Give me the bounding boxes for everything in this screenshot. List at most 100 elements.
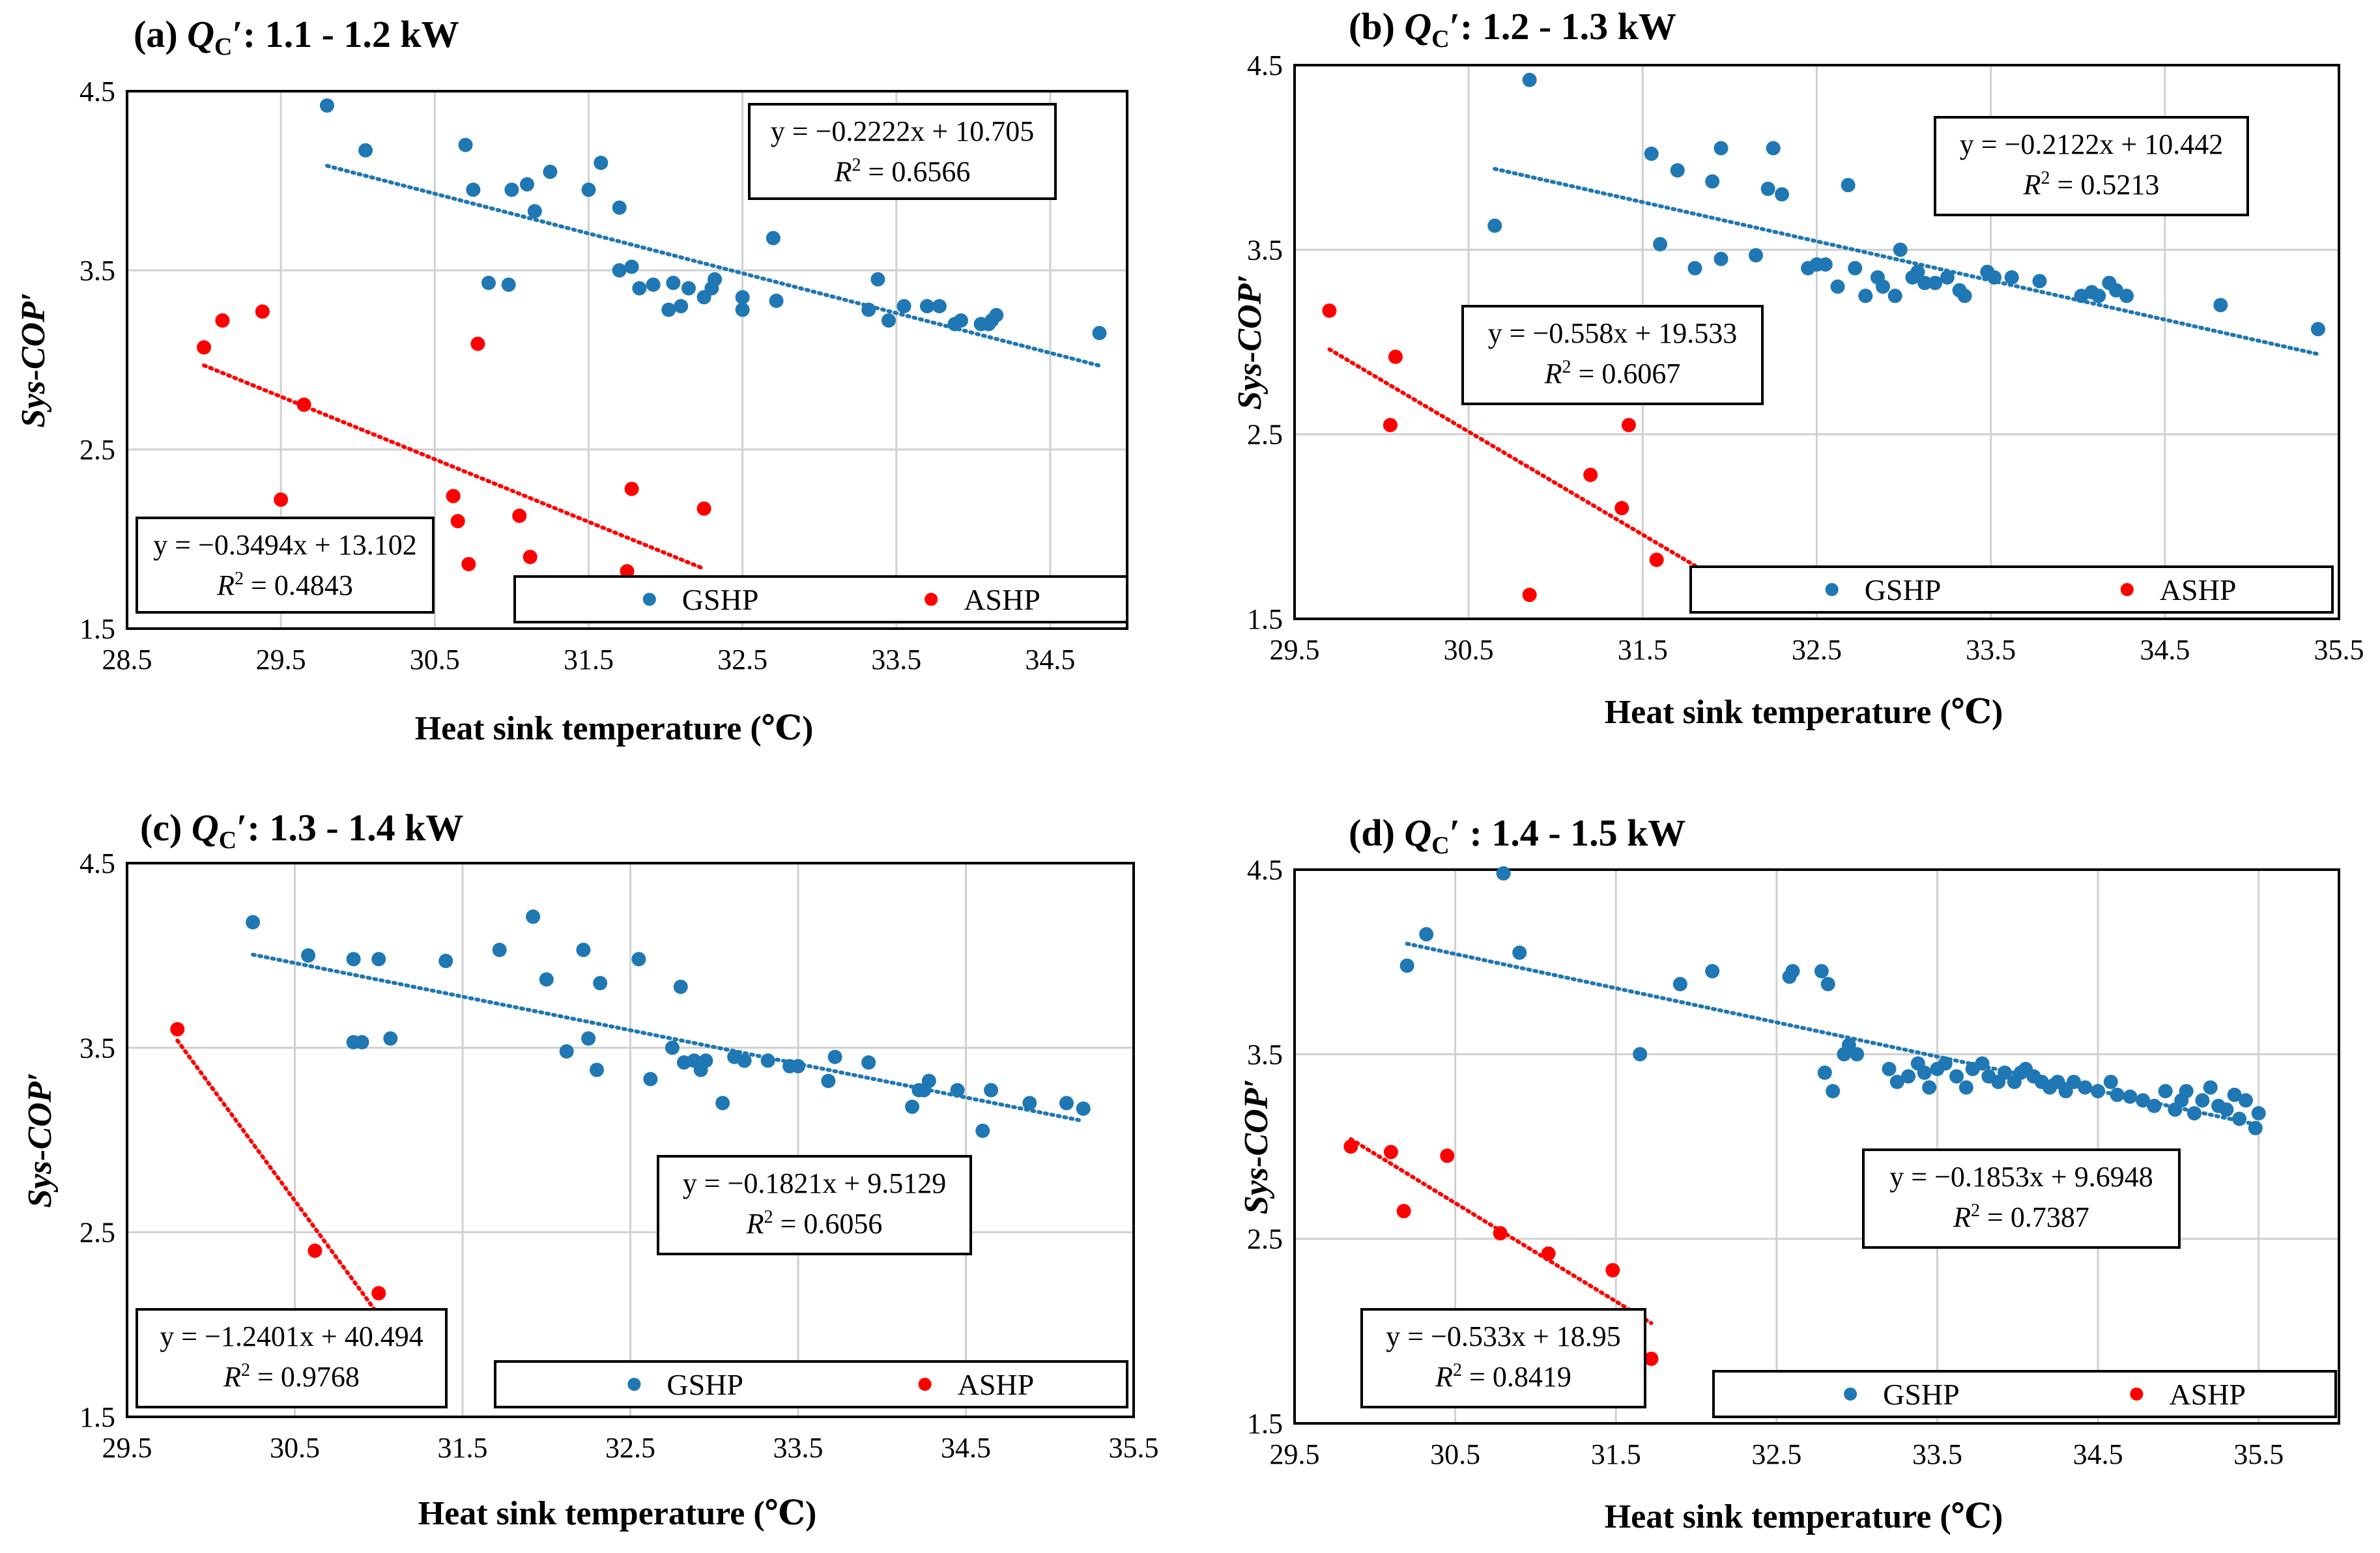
gshp-legend-marker	[627, 1378, 641, 1391]
ashp-data-point	[1493, 1226, 1508, 1241]
legend-box	[1689, 565, 2334, 614]
ashp-data-point	[1614, 501, 1629, 515]
gshp-data-point	[246, 915, 261, 930]
x-axis-title: Heat sink temperature (℃)	[1605, 694, 2003, 731]
x-tick-label: 33.5	[871, 644, 921, 676]
gshp-data-point	[2187, 1106, 2202, 1120]
regression-equation: y = −0.2222x + 10.705	[771, 115, 1034, 147]
gshp-data-point	[1670, 163, 1685, 178]
x-tick-label: 34.5	[1025, 644, 1075, 676]
gshp-data-point	[1850, 1047, 1865, 1062]
equation-box	[657, 1155, 972, 1255]
gshp-data-point	[1917, 1065, 1932, 1080]
gshp-data-point	[504, 182, 519, 197]
gshp-data-point	[1817, 1065, 1832, 1080]
x-tick-label: 29.5	[256, 644, 306, 676]
y-tick-label: 1.5	[1247, 603, 1283, 635]
ashp-data-point	[1396, 1204, 1411, 1219]
x-tick-label: 34.5	[2073, 1438, 2123, 1470]
y-axis-title: Sys-COP′	[22, 1072, 59, 1208]
ashp-data-point	[1644, 1351, 1659, 1366]
gshp-data-point	[520, 177, 534, 192]
plot-frame	[1293, 868, 2340, 1425]
ashp-legend-label: ASHP	[2160, 573, 2237, 606]
gshp-data-point	[2091, 1084, 2106, 1098]
gshp-data-point	[661, 302, 676, 317]
ashp-data-point	[215, 313, 230, 328]
gshp-data-point	[989, 307, 1004, 322]
gshp-data-point	[2032, 274, 2047, 289]
ashp-legend-marker	[925, 593, 938, 606]
gshp-data-point	[2147, 1098, 2162, 1113]
x-tick-label: 31.5	[564, 644, 614, 676]
gshp-data-point	[2078, 1080, 2093, 1095]
gshp-data-point	[1938, 1056, 1953, 1071]
gshp-data-point	[1949, 1069, 1964, 1084]
gshp-data-point	[681, 281, 696, 296]
gshp-data-point	[358, 143, 373, 158]
gshp-data-point	[737, 1053, 752, 1068]
gshp-data-point	[2227, 1087, 2242, 1102]
ashp-data-point	[296, 397, 311, 412]
gshp-data-point	[1928, 276, 1943, 291]
ashp-data-point	[1583, 468, 1598, 482]
ashp-data-point	[624, 481, 639, 496]
equation-box	[1862, 1148, 2181, 1249]
gshp-data-point	[2067, 1074, 2082, 1089]
gshp-data-point	[612, 263, 627, 278]
gshp-data-point	[2238, 1093, 2253, 1108]
gshp-data-point	[354, 1034, 369, 1049]
gshp-data-point	[1901, 1069, 1916, 1084]
r-squared-label: R2 = 0.6067	[1544, 357, 1681, 390]
ashp-data-point	[1322, 303, 1337, 318]
equation-box	[136, 517, 435, 614]
gshp-data-point	[576, 943, 591, 958]
ashp-legend-marker	[918, 1378, 932, 1391]
gshp-data-point	[766, 231, 781, 246]
gshp-data-point	[674, 299, 689, 313]
ashp-data-point	[1383, 1145, 1398, 1160]
gshp-data-point	[920, 299, 934, 313]
gshp-data-point	[1820, 976, 1835, 991]
gshp-data-point	[2058, 1084, 2073, 1098]
gshp-data-point	[590, 1062, 604, 1077]
ashp-data-point	[1621, 418, 1636, 433]
ashp-data-point	[1649, 552, 1664, 567]
gshp-legend-label: GSHP	[667, 1368, 743, 1401]
gshp-data-point	[1705, 963, 1720, 978]
y-tick-label: 3.5	[1247, 234, 1283, 266]
y-tick-label: 3.5	[79, 1032, 115, 1064]
x-tick-label: 33.5	[1966, 634, 2016, 666]
gshp-data-point	[1975, 1056, 1990, 1071]
gshp-data-point	[612, 200, 627, 215]
chart-title: (d) QC′ : 1.4 - 1.5 kW	[1349, 812, 1685, 859]
chart-panel-b: 29.5 30.5 31.5 32.5 33.5 34.5 35.5 1.5 2.5 3.5 4.5…	[1231, 5, 2364, 731]
r-squared-label: R2 = 0.6566	[834, 155, 971, 188]
gshp-data-point	[624, 259, 639, 274]
x-tick-label: 29.5	[102, 1432, 152, 1464]
gshp-data-point	[2103, 1074, 2118, 1089]
gshp-data-point	[2310, 322, 2325, 337]
x-tick-label: 32.5	[605, 1432, 655, 1464]
regression-equation: y = −0.558x + 19.533	[1488, 317, 1737, 349]
gshp-data-point	[2195, 1093, 2210, 1108]
gshp-data-point	[594, 156, 609, 170]
y-tick-label: 4.5	[1247, 854, 1283, 886]
x-tick-label: 34.5	[2140, 634, 2190, 666]
gshp-data-point	[666, 276, 681, 291]
gshp-data-point	[1092, 326, 1107, 341]
gshp-data-point	[1419, 927, 1434, 942]
legend-box	[1712, 1370, 2337, 1418]
chart-title: (b) QC′: 1.2 - 1.3 kW	[1349, 5, 1676, 53]
gshp-data-point	[932, 299, 947, 313]
gshp-data-point	[581, 182, 596, 197]
gshp-data-point	[438, 954, 453, 969]
gshp-data-point	[301, 948, 316, 963]
chart-panel-d: 29.5 30.5 31.5 32.5 33.5 34.5 35.5 1.5 2.5 3.5 4.5…	[1238, 812, 2340, 1535]
ashp-data-point	[1522, 588, 1537, 603]
gshp-data-point	[383, 1031, 398, 1046]
y-axis-title: Sys-COP′	[15, 292, 52, 427]
regression-equation: y = −0.3494x + 13.102	[153, 529, 416, 561]
gshp-legend-marker	[642, 593, 656, 606]
gshp-data-point	[1987, 270, 2002, 285]
